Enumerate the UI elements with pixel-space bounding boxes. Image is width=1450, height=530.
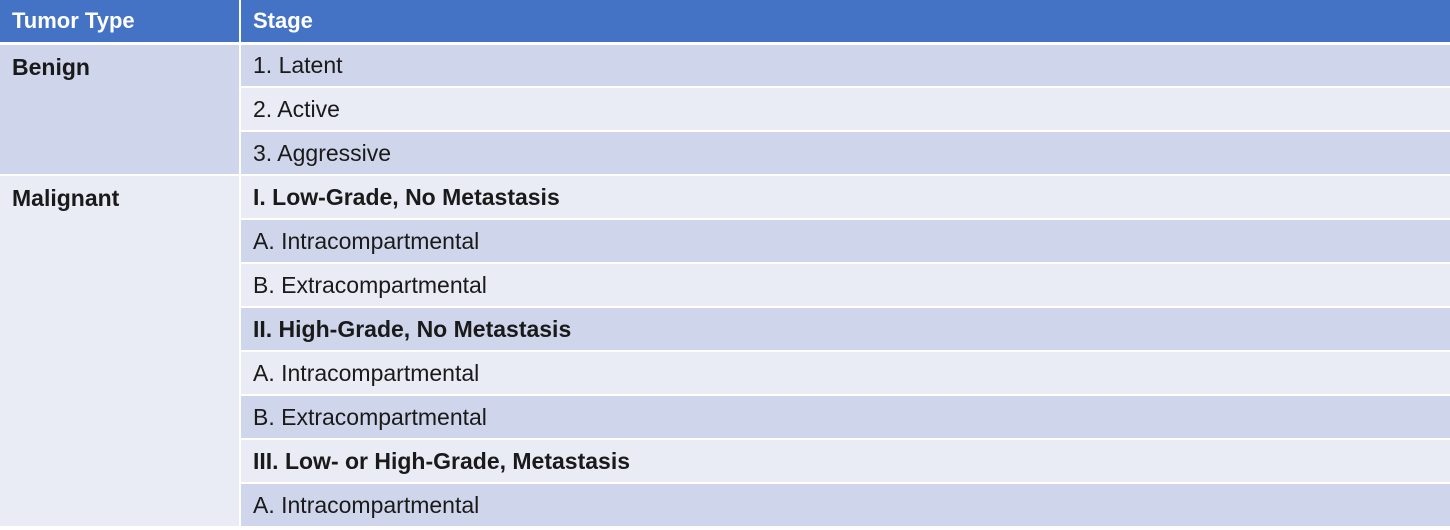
table-row: A. Intracompartmental: [0, 219, 1450, 264]
table-row: A. Intracompartmental: [0, 351, 1450, 396]
table-row: Benign 1. Latent: [0, 43, 1450, 176]
tumor-type-malignant: Malignant: [0, 175, 241, 528]
stage-heading-cell: III. Low- or High-Grade, Metastasis: [240, 439, 1450, 484]
table-row: B. Extracompartmental: [0, 395, 1450, 440]
tumor-type-benign: Benign: [0, 43, 241, 176]
stage-cell: A. Intracompartmental: [240, 219, 1450, 264]
table-body: Benign 1. Latent 2. Active 3. Aggressive…: [0, 43, 1450, 528]
stage-cell: B. Extracompartmental: [240, 263, 1450, 308]
stage-heading-cell: I. Low-Grade, No Metastasis: [240, 175, 1450, 220]
table-row: A. Intracompartmental: [0, 483, 1450, 528]
table-row: II. High-Grade, No Metastasis: [0, 307, 1450, 352]
stage-heading-cell: II. High-Grade, No Metastasis: [240, 307, 1450, 352]
table-row: III. Low- or High-Grade, Metastasis: [0, 439, 1450, 484]
header-row: Tumor Type Stage: [0, 0, 1450, 43]
header-stage: Stage: [240, 0, 1450, 43]
stage-cell: 2. Active: [240, 87, 1450, 132]
stage-cell: B. Extracompartmental: [240, 395, 1450, 440]
table-header: Tumor Type Stage: [0, 0, 1450, 43]
stage-cell: A. Intracompartmental: [240, 483, 1450, 528]
stage-cell: A. Intracompartmental: [240, 351, 1450, 396]
stage-cell: 1. Latent: [240, 43, 1450, 88]
header-tumor-type: Tumor Type: [0, 0, 241, 43]
table-row: Malignant I. Low-Grade, No Metastasis: [0, 175, 1450, 528]
table-row: 3. Aggressive: [0, 131, 1450, 176]
table-row: 2. Active: [0, 87, 1450, 132]
table-row: B. Extracompartmental: [0, 263, 1450, 308]
stage-cell: 3. Aggressive: [240, 131, 1450, 176]
